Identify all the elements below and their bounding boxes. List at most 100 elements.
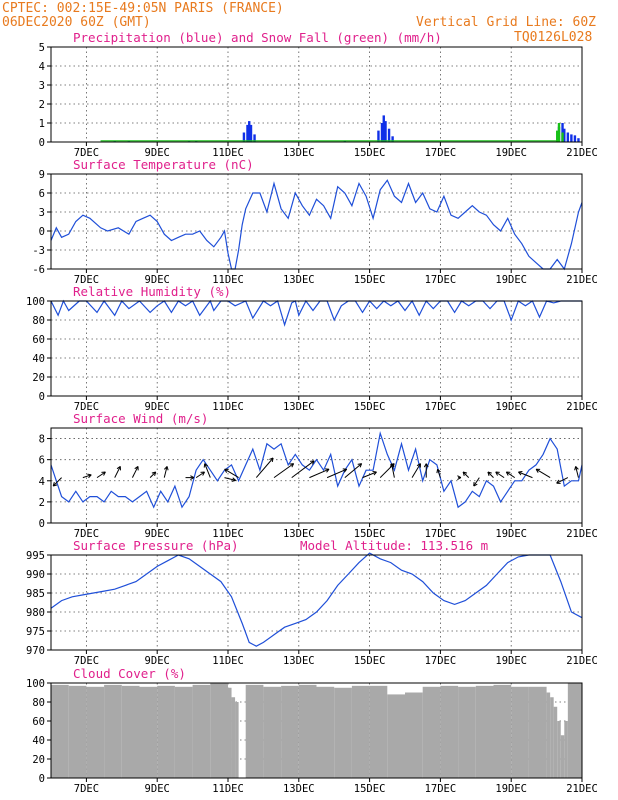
panel-frame	[50, 554, 583, 651]
wind-arrow-head	[190, 477, 195, 480]
wind-arrow-head	[574, 466, 577, 471]
panel-1: Surface Temperature (nC) -6 -3 0 3 6 9 7DEC 9DEC…	[32, 157, 597, 286]
y-tick-label: 0	[39, 391, 45, 403]
panel-2: Relative Humidity (%) 0 20 40 60 80 100 7DEC 9DE…	[26, 284, 598, 413]
x-tick-label: 15DEC	[354, 401, 386, 413]
panel-0: Precipitation (blue) and Snow Fall (gree…	[39, 30, 598, 159]
wind-arrow-head	[556, 479, 560, 484]
y-tick-label: 9	[39, 169, 45, 181]
wind-arrow-head	[232, 477, 236, 481]
cloud-bar	[104, 684, 122, 778]
precip-bar	[249, 124, 253, 142]
x-tick-label: 13DEC	[283, 401, 315, 413]
wind-arrow-head	[231, 479, 236, 482]
wind-arrow-head	[291, 463, 295, 468]
wind-arrow	[96, 471, 106, 479]
y-tick-label: 980	[26, 607, 45, 619]
y-tick-label: 975	[26, 626, 45, 638]
wind-arrow	[195, 471, 205, 479]
wind-arrow-head	[88, 474, 92, 479]
wind-arrow	[224, 477, 236, 481]
cloud-bar	[298, 684, 317, 778]
x-tick-label: 19DEC	[495, 528, 527, 540]
panel-3: Surface Wind (m/s) 0 2 4 6 8 7DEC 9DEC 11DEC 13DE…	[39, 411, 598, 540]
wind-arrow	[535, 468, 551, 479]
wind-arrow	[326, 468, 347, 479]
wind-arrow	[224, 468, 239, 479]
y-tick-label: 80	[32, 697, 45, 709]
x-tick-label: 11DEC	[212, 655, 244, 667]
y-tick-label: 20	[32, 372, 45, 384]
cloud-bar	[553, 706, 558, 778]
cloud-bar	[546, 692, 551, 778]
cloud-bar	[369, 685, 388, 778]
cloud-bar	[550, 697, 554, 778]
y-tick-label: 990	[26, 569, 45, 581]
y-tick-label: 5	[39, 42, 45, 54]
wind-arrow-head	[436, 469, 439, 474]
panels: Precipitation (blue) and Snow Fall (gree…	[26, 30, 598, 795]
wind-arrow-head	[202, 471, 205, 476]
wind-arrow-head	[462, 471, 468, 474]
wind-arrow-head	[164, 466, 168, 470]
precip-bar	[242, 132, 246, 142]
x-tick-label: 7DEC	[74, 783, 99, 795]
wind-arrow-head	[373, 471, 377, 476]
x-tick-label: 19DEC	[495, 274, 527, 286]
panel-frame	[50, 682, 583, 779]
wind-arrow	[556, 477, 569, 484]
precip-bar	[387, 128, 391, 142]
y-tick-label: 0	[39, 518, 45, 530]
wind-arrow-head	[87, 473, 92, 476]
wind-arrow-head	[224, 468, 228, 473]
x-tick-label: 13DEC	[283, 528, 315, 540]
panel-annotation: Model Altitude: 113.516 m	[300, 538, 488, 553]
cloud-bar	[351, 685, 370, 778]
x-tick-label: 7DEC	[74, 147, 99, 159]
wind-arrow-head	[473, 483, 478, 487]
cloud-bar	[528, 686, 547, 778]
wind-arrow-head	[326, 468, 330, 473]
cloud-bar	[228, 687, 232, 778]
wind-arrow-head	[343, 468, 348, 473]
precip-bar	[391, 136, 394, 142]
x-tick-label: 15DEC	[354, 528, 386, 540]
x-tick-label: 7DEC	[74, 655, 99, 667]
x-tick-label: 21DEC	[566, 528, 598, 540]
cloud-bar	[567, 683, 582, 778]
y-tick-label: 20	[32, 754, 45, 766]
wind-arrow-head	[271, 457, 274, 463]
precip-bar	[253, 134, 256, 142]
y-tick-label: 6	[39, 455, 45, 467]
panel-title: Surface Wind (m/s)	[73, 411, 208, 426]
x-tick-label: 13DEC	[283, 274, 315, 286]
wind-arrow-head	[518, 471, 522, 476]
wind-arrow-head	[359, 463, 363, 468]
cloud-bar	[263, 686, 282, 778]
x-tick-label: 11DEC	[212, 783, 244, 795]
x-tick-label: 15DEC	[354, 274, 386, 286]
y-tick-label: 60	[32, 716, 45, 728]
y-tick-label: 970	[26, 645, 45, 657]
y-tick-label: 3	[39, 80, 45, 92]
y-tick-label: -6	[32, 264, 45, 276]
panel-4: Surface Pressure (hPa) Model Altitude: 11…	[26, 538, 598, 667]
panel-title: Precipitation (blue) and Snow Fall (gree…	[73, 30, 442, 45]
y-tick-label: 995	[26, 550, 45, 562]
wind-arrow-head	[391, 463, 395, 467]
x-tick-label: 19DEC	[495, 401, 527, 413]
x-tick-label: 19DEC	[495, 655, 527, 667]
wind-arrow	[204, 463, 211, 478]
x-tick-label: 7DEC	[74, 528, 99, 540]
x-tick-label: 15DEC	[354, 783, 386, 795]
precip-bar	[570, 134, 573, 142]
x-tick-label: 13DEC	[283, 655, 315, 667]
wind-arrow	[82, 474, 92, 479]
wind-arrow-head	[190, 475, 195, 479]
wind-arrow-head	[487, 471, 492, 474]
wind-arrow-head	[53, 484, 58, 487]
cloud-bar	[316, 686, 335, 778]
x-tick-label: 7DEC	[74, 401, 99, 413]
cloud-bar	[458, 686, 476, 778]
